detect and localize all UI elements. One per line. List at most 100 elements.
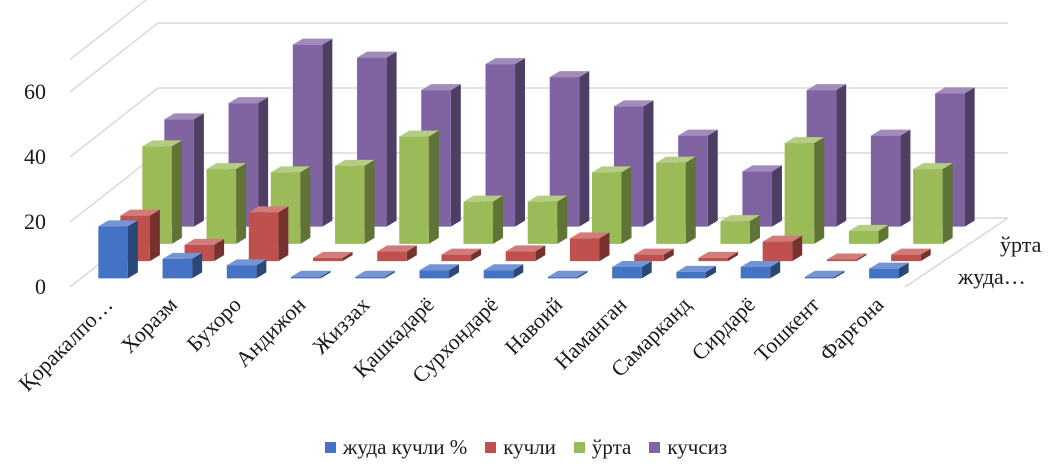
bar-top [355, 270, 395, 277]
bar-side [364, 159, 375, 244]
bar [463, 195, 504, 244]
bar [483, 264, 524, 279]
bar [399, 130, 439, 244]
legend-swatch [324, 442, 336, 453]
bar-front [591, 172, 622, 244]
bar [206, 163, 247, 244]
bar-side [386, 51, 397, 227]
bar-side [149, 209, 160, 262]
bar-front [527, 201, 558, 244]
legend-label: кучсиз [667, 435, 728, 459]
bar [291, 270, 331, 279]
bar [891, 248, 931, 262]
bar-side [406, 245, 417, 262]
bar-top [142, 140, 182, 147]
bar-side [428, 130, 439, 244]
bar-side [342, 251, 353, 262]
bar [591, 166, 632, 244]
bar-top [826, 253, 867, 260]
bar-top [313, 251, 353, 258]
bar-front [656, 162, 686, 244]
bar-front [483, 270, 514, 279]
bar-side [707, 129, 718, 227]
bar [612, 261, 652, 279]
x-tick-label: Андижон [230, 292, 310, 372]
gridline-side [69, 22, 159, 93]
bar-side [942, 163, 953, 244]
bar [826, 253, 867, 262]
bar-side [705, 265, 716, 279]
legend-item: жуда кучли % [324, 435, 467, 460]
bar-side [535, 245, 546, 262]
bar-top [335, 159, 375, 166]
bar-top [591, 166, 632, 173]
bar-side [320, 270, 331, 279]
bar-side [322, 38, 333, 227]
bar [505, 245, 546, 262]
bar-top [206, 163, 247, 170]
bar-side [171, 140, 182, 244]
chart-legend: жуда кучли % кучли ўрта кучсиз [0, 434, 1052, 460]
depth-axis-label: ўрта [1000, 232, 1042, 257]
bar-front [869, 268, 899, 279]
bar [869, 262, 909, 279]
bar [848, 224, 889, 244]
y-tick-label: 60 [24, 79, 46, 104]
bar [377, 245, 417, 262]
bar [698, 251, 738, 262]
bar-side [192, 252, 203, 279]
bar-top [870, 129, 911, 136]
bar-front [399, 136, 429, 244]
bar-top [226, 259, 267, 266]
bar-side [898, 262, 909, 279]
bar-front [206, 169, 237, 244]
bar-top [248, 206, 289, 213]
bar-side [727, 251, 738, 262]
y-tick-label: 20 [24, 209, 46, 234]
bar-front [569, 238, 600, 262]
bar-side [214, 238, 225, 262]
bar-top [569, 232, 610, 239]
bar-front [913, 169, 943, 244]
bar-top [228, 97, 269, 104]
bar-front [612, 267, 642, 279]
bar-front [441, 254, 472, 262]
bar-front [291, 276, 321, 279]
bar [720, 215, 760, 244]
bar-top [421, 84, 461, 91]
bar [98, 220, 138, 279]
bar-top [547, 270, 588, 277]
bar-side [579, 71, 590, 227]
bar-top [742, 165, 782, 172]
x-tick-label: Хоразм [116, 292, 182, 358]
bar [913, 163, 953, 244]
bar-side [834, 270, 845, 279]
bar-front [784, 143, 815, 244]
bar-front [740, 267, 771, 279]
bar-front [547, 276, 578, 279]
bar-front [634, 254, 664, 262]
bar-top [291, 270, 331, 277]
bar-front [419, 270, 450, 279]
bar-side [256, 259, 267, 279]
bar-front [870, 135, 901, 227]
bar-side [685, 156, 696, 244]
bar-top [505, 245, 546, 252]
bar-top [656, 156, 696, 163]
bar-side [577, 270, 588, 279]
bar [804, 270, 845, 279]
bar [419, 264, 460, 279]
bar-side [856, 253, 867, 262]
bar-side [964, 87, 975, 227]
bar [676, 265, 716, 279]
bar [784, 137, 825, 244]
bar-side [493, 195, 504, 244]
x-tick-label: Қоракалпо… [13, 292, 117, 396]
bar-top [804, 270, 845, 277]
bar-top [399, 130, 439, 137]
bar-side [643, 100, 654, 227]
bar [527, 195, 568, 244]
legend-item: кучсиз [649, 435, 727, 460]
bar-side [449, 264, 460, 279]
